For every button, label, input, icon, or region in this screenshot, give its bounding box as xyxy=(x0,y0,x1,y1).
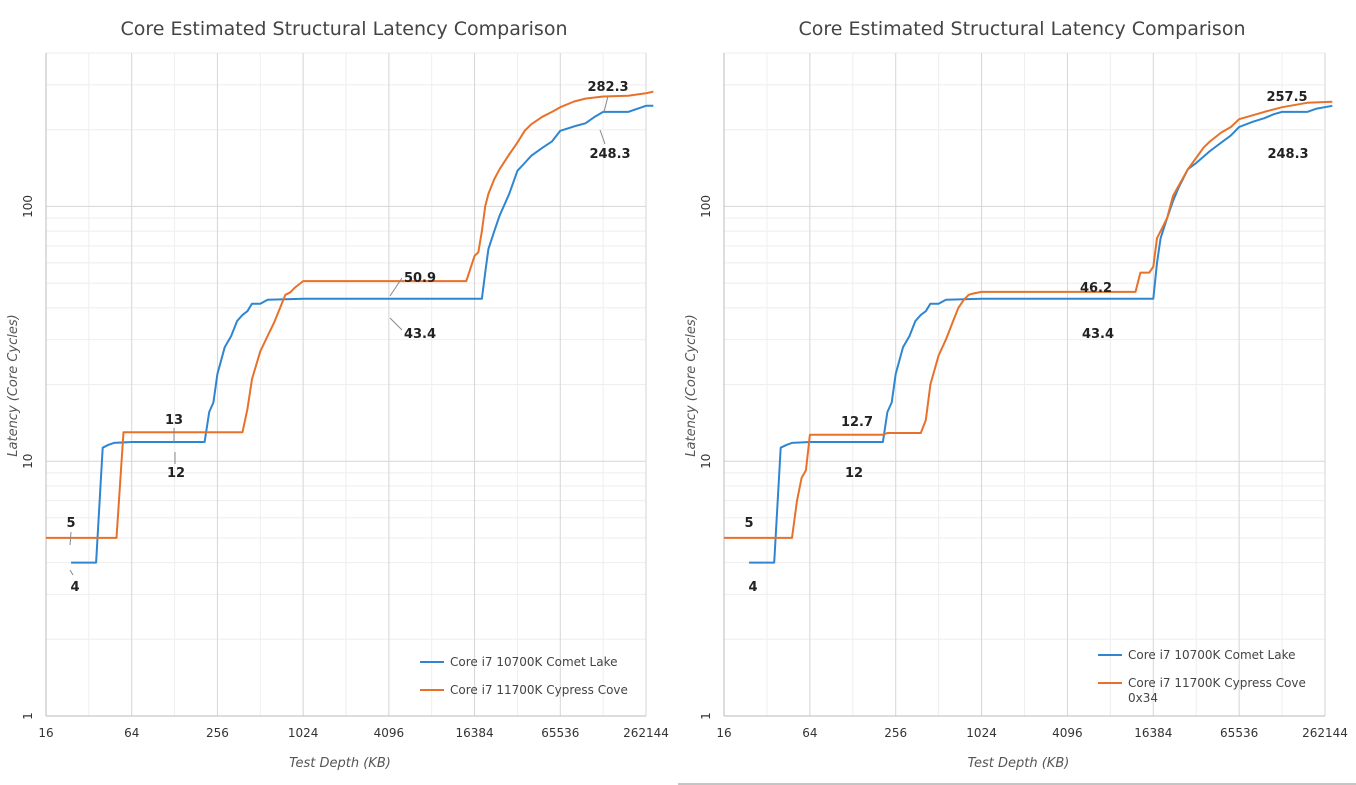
series-line-1 xyxy=(724,100,1333,539)
data-label: 50.9 xyxy=(404,271,436,286)
x-tick-label: 16 xyxy=(716,726,731,740)
y-tick-label: 1 xyxy=(699,712,713,720)
data-label: 43.4 xyxy=(1082,327,1114,342)
x-tick-label: 64 xyxy=(124,726,139,740)
data-label: 5 xyxy=(744,516,753,531)
data-label: 12 xyxy=(167,466,185,481)
chart-title: Core Estimated Structural Latency Compar… xyxy=(798,18,1245,40)
data-label: 43.4 xyxy=(404,327,436,342)
data-label: 4 xyxy=(748,580,757,595)
x-tick-label: 65536 xyxy=(1220,726,1258,740)
series-line-0 xyxy=(749,104,1333,564)
data-label: 12 xyxy=(845,466,863,481)
x-tick-label: 16384 xyxy=(455,726,493,740)
data-label-leader xyxy=(389,317,403,331)
x-tick-label: 256 xyxy=(206,726,229,740)
y-axis-title: Latency (Core Cycles) xyxy=(6,314,21,456)
legend-entry-1: Core i7 11700K Cypress Cove xyxy=(450,683,628,697)
data-label-leader xyxy=(69,569,74,576)
x-axis-title: Test Depth (KB) xyxy=(289,756,391,771)
x-tick-label: 4096 xyxy=(1052,726,1083,740)
data-label: 46.2 xyxy=(1080,281,1112,296)
x-tick-label: 64 xyxy=(802,726,817,740)
x-axis-title: Test Depth (KB) xyxy=(968,756,1070,771)
data-label: 5 xyxy=(66,516,75,531)
data-label: 13 xyxy=(165,413,183,428)
chart-left: Core Estimated Structural Latency Compar… xyxy=(6,18,669,771)
data-label: 257.5 xyxy=(1266,90,1307,105)
y-tick-label: 100 xyxy=(21,195,35,218)
y-tick-label: 10 xyxy=(21,454,35,469)
x-tick-label: 16384 xyxy=(1134,726,1172,740)
data-label-leader xyxy=(69,531,72,546)
data-label-leader xyxy=(603,95,609,113)
data-label-leader xyxy=(389,277,403,297)
data-label: 12.7 xyxy=(841,415,873,430)
x-tick-label: 16 xyxy=(38,726,53,740)
data-label: 282.3 xyxy=(587,80,628,95)
y-axis-title: Latency (Core Cycles) xyxy=(684,314,699,456)
legend-entry-0: Core i7 10700K Comet Lake xyxy=(450,655,617,669)
legend-entry-1: Core i7 11700K Cypress Cove 0x34 xyxy=(1128,676,1306,705)
chart-title: Core Estimated Structural Latency Compar… xyxy=(120,18,567,40)
y-tick-label: 10 xyxy=(699,454,713,469)
x-tick-label: 1024 xyxy=(288,726,319,740)
x-tick-label: 1024 xyxy=(966,726,997,740)
x-tick-label: 262144 xyxy=(1302,726,1348,740)
y-tick-label: 1 xyxy=(21,712,35,720)
data-label: 248.3 xyxy=(1267,147,1308,162)
x-tick-label: 262144 xyxy=(623,726,669,740)
series-line-0 xyxy=(71,104,654,564)
data-label: 248.3 xyxy=(589,147,630,162)
legend-entry-0: Core i7 10700K Comet Lake xyxy=(1128,648,1295,662)
x-tick-label: 65536 xyxy=(541,726,579,740)
y-tick-label: 100 xyxy=(699,195,713,218)
x-tick-label: 4096 xyxy=(374,726,405,740)
data-label-leader xyxy=(599,129,606,145)
series-line-1 xyxy=(46,90,654,539)
data-label: 4 xyxy=(70,580,79,595)
x-tick-label: 256 xyxy=(884,726,907,740)
chart-right: Core Estimated Structural Latency Compar… xyxy=(684,18,1348,771)
